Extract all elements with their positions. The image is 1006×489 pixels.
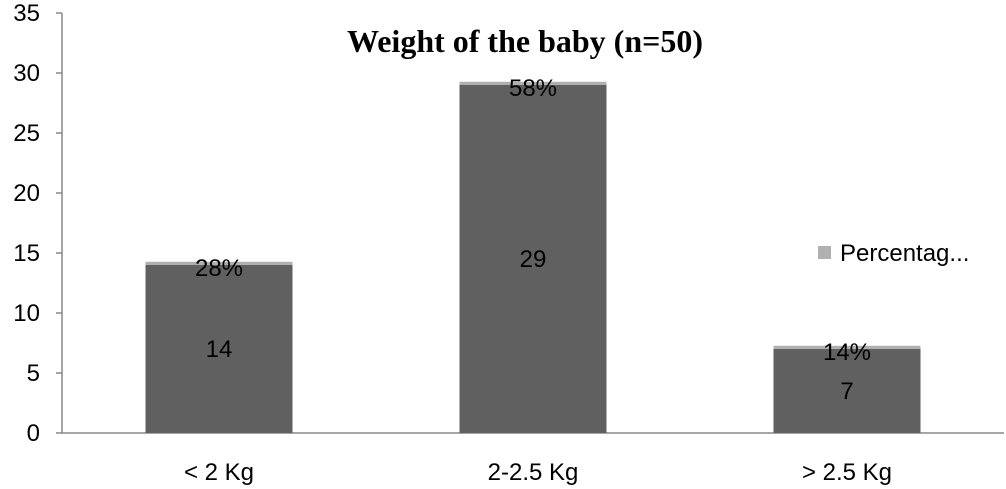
data-label-count: 14 (206, 336, 233, 363)
x-category-label: < 2 Kg (184, 459, 254, 486)
data-label-count: 29 (520, 246, 547, 273)
legend-swatch-percentage (818, 246, 831, 259)
y-tick-label: 0 (27, 420, 40, 447)
bar-count (145, 265, 293, 433)
data-label-percentage: 28% (195, 255, 243, 282)
y-tick-label: 30 (13, 60, 40, 87)
bar-count (459, 85, 607, 433)
bar-count (773, 349, 921, 433)
legend: Percentag... (818, 240, 969, 267)
y-tick-label: 35 (13, 0, 40, 27)
bar-percentage (145, 261, 293, 265)
bar-percentage (773, 345, 921, 349)
y-tick-label: 5 (27, 360, 40, 387)
y-tick-label: 15 (13, 240, 40, 267)
y-axis-ticks: 0 5 10 15 20 25 30 35 (13, 0, 62, 447)
data-label-percentage: 58% (509, 75, 557, 102)
category-labels: < 2 Kg 2-2.5 Kg > 2.5 Kg (184, 459, 892, 486)
data-label-count: 7 (840, 378, 853, 405)
chart-title: Weight of the baby (n=50) (347, 23, 703, 59)
legend-label-percentage: Percentag... (840, 240, 969, 267)
bars: 14 28% 29 58% 7 14% (145, 75, 921, 433)
x-category-label: > 2.5 Kg (802, 459, 892, 486)
x-category-label: 2-2.5 Kg (488, 459, 579, 486)
bar-percentage (459, 81, 607, 85)
y-tick-label: 10 (13, 300, 40, 327)
data-label-percentage: 14% (823, 339, 871, 366)
y-tick-label: 25 (13, 120, 40, 147)
y-tick-label: 20 (13, 180, 40, 207)
